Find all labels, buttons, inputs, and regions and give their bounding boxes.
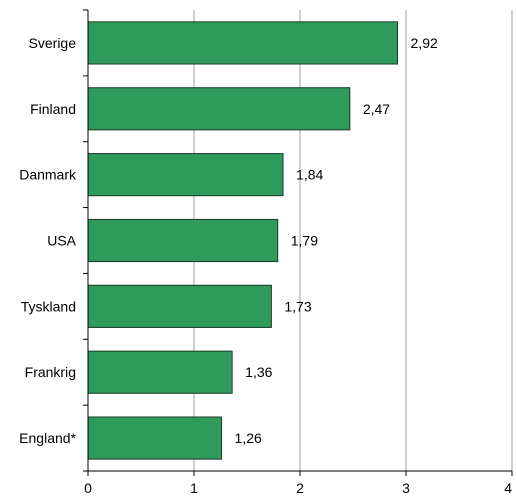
labels: 2,92 Sverige 2,47 Finland 1,84 Danmark 1,79 USA… bbox=[19, 35, 512, 496]
bar-frankrig bbox=[87, 350, 233, 394]
value-label: 1,84 bbox=[296, 167, 323, 183]
category-label: Finland bbox=[30, 101, 76, 117]
bar-usa bbox=[87, 218, 279, 263]
bar-england bbox=[87, 416, 223, 460]
x-tick-label: 4 bbox=[504, 480, 512, 496]
category-label: USA bbox=[47, 233, 76, 249]
category-label: Tyskland bbox=[21, 298, 76, 314]
value-label: 1,79 bbox=[291, 233, 318, 249]
x-tick-label: 1 bbox=[190, 480, 198, 496]
category-label: Frankrig bbox=[25, 364, 76, 380]
axes bbox=[83, 9, 513, 476]
bar-sverige bbox=[87, 21, 399, 65]
category-label: England* bbox=[19, 430, 76, 446]
value-label: 1,26 bbox=[235, 430, 262, 446]
x-tick-label: 0 bbox=[84, 480, 92, 496]
bar-finland bbox=[87, 87, 351, 131]
category-label: Sverige bbox=[29, 35, 77, 51]
category-label: Danmark bbox=[19, 167, 77, 183]
value-label: 1,36 bbox=[245, 364, 272, 380]
bar-danmark bbox=[87, 153, 284, 197]
x-tick-label: 2 bbox=[296, 480, 304, 496]
value-label: 1,73 bbox=[284, 298, 311, 314]
x-tick-label: 3 bbox=[402, 480, 410, 496]
value-label: 2,92 bbox=[411, 35, 438, 51]
value-label: 2,47 bbox=[363, 101, 390, 117]
bar-tyskland bbox=[87, 284, 272, 328]
bars bbox=[87, 21, 399, 460]
